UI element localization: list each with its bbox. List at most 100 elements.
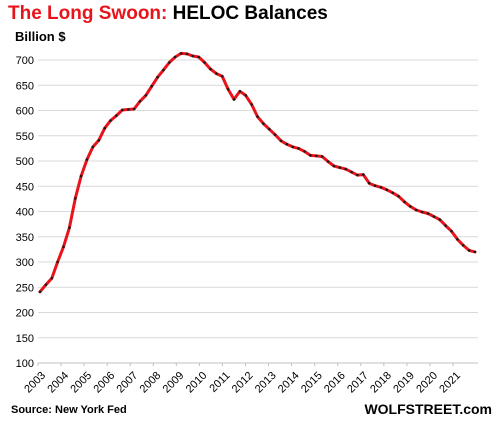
data-point [85, 158, 89, 161]
data-point [203, 61, 206, 64]
data-point [362, 173, 365, 176]
data-point [226, 88, 230, 91]
data-point [185, 52, 189, 56]
data-point [115, 114, 118, 117]
y-tick-label: 400 [16, 207, 34, 219]
data-point [326, 160, 330, 163]
y-tick-label: 600 [16, 106, 34, 118]
data-point [291, 145, 295, 149]
y-tick-label: 200 [16, 308, 34, 320]
x-tick-label: 2018 [368, 370, 394, 396]
data-point [414, 208, 418, 212]
x-tick-label: 2007 [115, 370, 141, 396]
y-tick-label: 450 [16, 181, 34, 193]
data-point [332, 164, 336, 168]
data-point [173, 55, 177, 59]
y-tick-label: 650 [16, 80, 34, 92]
data-point [256, 115, 259, 118]
x-tick-label: 2008 [138, 370, 164, 396]
chart-title-highlight: The Long Swoon: [8, 3, 168, 24]
x-tick-label: 2003 [22, 370, 48, 396]
data-point [38, 290, 42, 294]
data-point [220, 74, 224, 78]
y-tick-label: 350 [16, 232, 34, 244]
x-tick-label: 2014 [276, 370, 302, 396]
data-point [338, 166, 342, 169]
y-tick-label: 700 [16, 55, 34, 67]
data-point [138, 100, 142, 103]
heloc-series-line [38, 51, 477, 294]
data-point [56, 260, 59, 264]
y-axis-unit-label: Billion $ [15, 29, 66, 44]
brand-watermark: WOLFSTREET.com [364, 401, 492, 417]
data-point [250, 103, 253, 106]
x-tick-label: 2019 [391, 370, 417, 396]
data-point [285, 143, 289, 146]
x-tick-label: 2013 [253, 370, 279, 396]
data-point [279, 139, 283, 143]
data-point [303, 150, 306, 153]
data-point [379, 186, 383, 189]
data-point [385, 188, 389, 192]
data-point [150, 85, 153, 88]
data-point [191, 54, 195, 58]
data-point [461, 244, 465, 247]
x-tick-label: 2017 [345, 370, 371, 396]
data-point [344, 167, 348, 171]
y-tick-label: 300 [16, 257, 34, 269]
data-point [273, 133, 277, 136]
data-point [397, 195, 400, 198]
data-point [367, 181, 371, 185]
data-point [409, 205, 412, 208]
data-point [197, 55, 200, 59]
data-point [132, 107, 136, 111]
data-point [403, 200, 406, 204]
data-point [168, 61, 171, 64]
y-tick-label: 100 [16, 358, 34, 370]
data-point [109, 119, 112, 122]
data-point [268, 127, 271, 131]
data-point [309, 154, 312, 157]
data-point [162, 68, 165, 72]
data-point [126, 108, 130, 111]
data-point [350, 170, 353, 174]
x-tick-label: 2010 [184, 370, 210, 396]
x-tick-label: 2020 [414, 370, 440, 396]
data-point [356, 173, 359, 177]
data-point [262, 122, 265, 125]
data-point [315, 154, 318, 158]
data-point [179, 52, 183, 55]
data-point [297, 147, 300, 150]
chart-title: The Long Swoon: HELOC Balances [8, 3, 328, 25]
data-point [432, 215, 436, 218]
data-point [391, 191, 395, 195]
x-tick-label: 2004 [45, 370, 71, 396]
data-point [79, 174, 83, 178]
x-tick-label: 2009 [161, 370, 187, 396]
y-tick-label: 150 [16, 333, 34, 345]
data-point [97, 139, 101, 142]
data-point [467, 249, 471, 252]
data-point [68, 226, 71, 229]
y-tick-label: 550 [16, 131, 34, 143]
data-point [156, 75, 159, 79]
data-point [215, 72, 218, 75]
x-tick-label: 2011 [207, 370, 232, 395]
data-point [50, 276, 54, 280]
x-tick-label: 2006 [91, 370, 117, 396]
source-note: Source: New York Fed [11, 404, 127, 416]
data-point [238, 90, 242, 93]
data-point [438, 218, 442, 221]
x-tick-label: 2021 [437, 370, 463, 396]
data-point [444, 224, 447, 227]
data-point [232, 98, 236, 101]
data-point [62, 245, 65, 249]
data-point [426, 212, 430, 215]
x-tick-label: 2012 [230, 370, 256, 396]
data-point [44, 283, 48, 287]
data-point [456, 238, 459, 241]
data-point [420, 210, 424, 214]
x-tick-label: 2005 [68, 370, 94, 396]
data-point [450, 229, 453, 233]
